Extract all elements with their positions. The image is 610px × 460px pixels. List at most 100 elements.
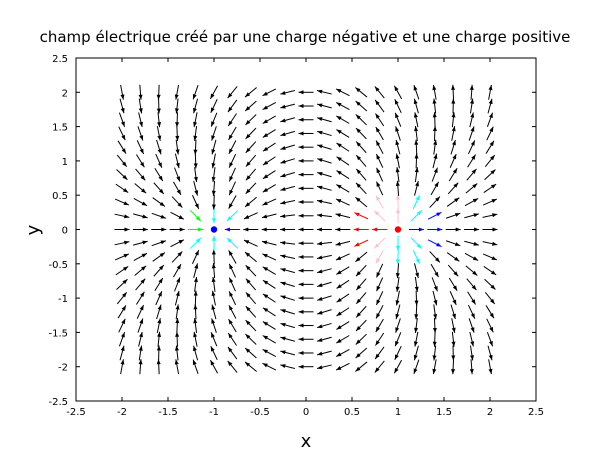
field-arrow [335, 362, 350, 371]
field-arrow [451, 359, 456, 375]
chart-title: champ électrique créé par une charge nég… [40, 28, 571, 46]
field-arrow [192, 359, 199, 374]
field-arrow [298, 186, 314, 191]
x-tick-label: -2.5 [66, 407, 86, 418]
field-arrow [193, 139, 198, 155]
field-arrow [317, 130, 332, 137]
field-arrow [228, 181, 236, 196]
field-arrow [432, 345, 437, 361]
field-arrow [395, 139, 401, 155]
field-arrow [298, 323, 314, 328]
field-arrow [298, 268, 314, 273]
field-arrow [484, 169, 496, 181]
field-arrow [262, 293, 276, 303]
field-arrow [413, 331, 419, 347]
field-arrow [432, 359, 437, 375]
field-arrow [261, 227, 277, 232]
field-arrow [451, 345, 456, 361]
y-tick-label: -0.5 [48, 260, 68, 271]
field-arrow [394, 112, 402, 127]
field-arrow [427, 239, 442, 248]
field-arrow [395, 153, 400, 169]
field-arrow [174, 277, 181, 292]
field-arrow [244, 251, 257, 263]
field-arrow [432, 153, 438, 169]
field-arrow [395, 318, 401, 333]
field-arrow [336, 115, 350, 124]
field-arrow [482, 253, 498, 261]
field-arrow [394, 332, 402, 347]
field-arrow [174, 153, 180, 169]
field-arrow [245, 292, 257, 305]
field-arrow [138, 331, 143, 347]
field-arrow [193, 276, 198, 292]
field-arrow [336, 266, 350, 275]
field-arrow [395, 249, 400, 265]
field-arrow [175, 139, 180, 155]
field-arrow [175, 318, 180, 334]
field-arrow [450, 304, 456, 320]
field-arrow [138, 112, 143, 128]
field-arrow [280, 240, 296, 245]
field-arrow [228, 126, 237, 141]
field-arrow [193, 318, 198, 334]
field-arrow [210, 99, 218, 114]
field-arrow [169, 227, 185, 232]
field-arrow [431, 167, 438, 182]
field-arrow [210, 332, 218, 347]
field-arrow [355, 154, 367, 167]
field-arrow [317, 144, 332, 150]
field-arrow [374, 360, 385, 373]
field-arrow [395, 290, 400, 306]
field-arrow [414, 263, 419, 279]
field-arrow [119, 98, 125, 114]
field-arrow [445, 212, 461, 219]
field-arrow [486, 112, 494, 127]
field-arrow [262, 129, 276, 138]
field-arrow [335, 240, 351, 246]
charges [210, 226, 402, 233]
field-arrow [227, 346, 238, 360]
field-arrow [245, 264, 257, 277]
field-arrow [210, 112, 218, 127]
field-arrow [464, 198, 479, 207]
field-arrow [211, 167, 216, 183]
field-arrow [488, 359, 493, 375]
field-arrow [228, 250, 237, 264]
field-arrow [298, 200, 314, 205]
field-arrow [135, 278, 146, 291]
field-arrow [132, 227, 148, 232]
field-arrow [157, 331, 162, 347]
field-arrow [280, 336, 295, 342]
field-arrow [355, 127, 367, 140]
field-arrow [466, 278, 477, 291]
field-arrow [482, 227, 498, 232]
field-arrow [414, 139, 419, 155]
field-arrow [114, 213, 130, 219]
field-arrow [245, 182, 257, 195]
field-arrow [211, 304, 217, 320]
field-arrow [298, 90, 314, 95]
field-arrow [335, 102, 350, 111]
field-arrow [245, 141, 257, 154]
field-arrow [410, 210, 423, 222]
field-arrow [355, 100, 368, 112]
y-tick-label: 0.5 [52, 191, 68, 202]
field-arrow [355, 319, 367, 332]
field-arrow [261, 213, 277, 219]
field-arrow [193, 304, 198, 320]
field-arrow [375, 318, 384, 333]
field-arrow [298, 254, 314, 259]
field-arrow [280, 268, 295, 274]
field-arrow [226, 237, 239, 249]
field-arrow [486, 126, 494, 141]
field-arrow [244, 347, 257, 359]
field-arrow [280, 185, 295, 191]
field-arrow [192, 249, 200, 264]
field-arrow [430, 181, 440, 196]
field-arrow [375, 304, 384, 319]
field-arrow [211, 290, 216, 306]
field-arrow [373, 210, 386, 222]
field-arrows [114, 84, 498, 375]
field-arrow [464, 240, 479, 246]
